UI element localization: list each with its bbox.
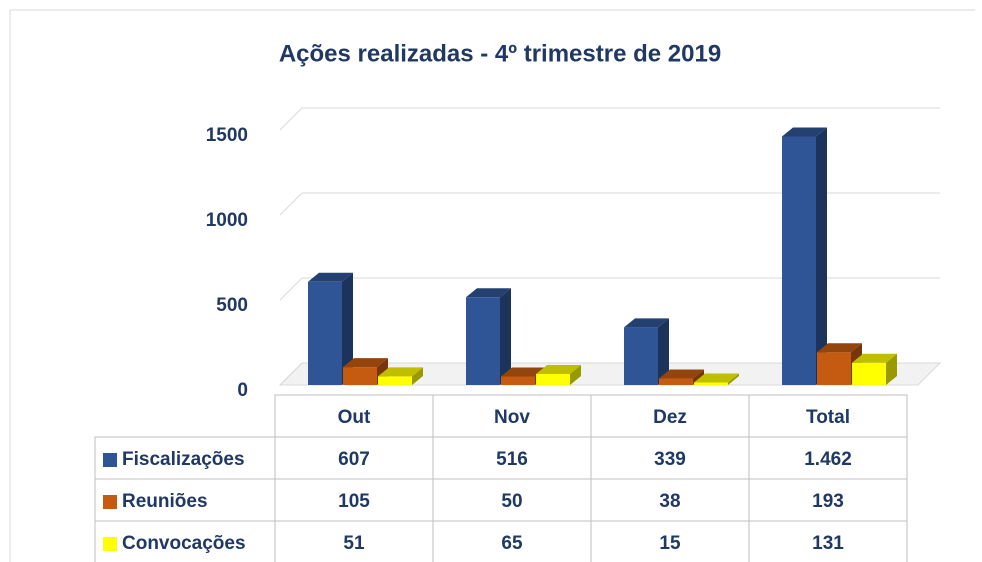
bar — [308, 272, 353, 385]
bar-front — [817, 352, 851, 385]
x-tick-label: Total — [806, 407, 850, 428]
bar — [378, 367, 423, 385]
legend-label: Convocações — [122, 533, 246, 554]
bar-front — [694, 382, 728, 385]
legend-label: Reuniões — [122, 491, 208, 512]
bar-front — [624, 327, 658, 385]
bar-top — [659, 369, 704, 379]
bar-top — [852, 353, 897, 363]
grid-line — [279, 107, 940, 131]
bar — [536, 364, 581, 385]
legend-swatch — [103, 537, 117, 551]
grid-line — [279, 277, 940, 301]
table-cell: 339 — [654, 449, 686, 470]
bar-front — [659, 378, 693, 385]
bar-side — [412, 367, 423, 385]
bar — [343, 358, 388, 385]
bar-top — [308, 272, 353, 282]
table-cell: 65 — [501, 533, 523, 554]
grid-line — [279, 362, 940, 386]
table-cell: 1.462 — [804, 449, 852, 470]
table-cell: 131 — [812, 533, 844, 554]
chart-title: Ações realizadas - 4º trimestre de 2019 — [279, 40, 721, 67]
table-cell: 193 — [812, 491, 844, 512]
table-cell: 15 — [659, 533, 681, 554]
x-tick-label: Nov — [494, 407, 530, 428]
bar-front — [308, 281, 342, 385]
y-tick-label: 1000 — [206, 210, 248, 231]
bar-top — [378, 367, 423, 377]
bar-front — [536, 373, 570, 385]
bar-top — [817, 343, 862, 353]
bar — [466, 288, 511, 385]
legend-swatch — [103, 495, 117, 509]
bar-top — [501, 367, 546, 377]
bar-top — [466, 288, 511, 298]
bar — [624, 318, 669, 385]
bar-side — [728, 373, 739, 385]
bar-front — [466, 297, 500, 385]
x-tick-label: Out — [338, 407, 371, 428]
grid-line — [279, 192, 940, 216]
y-tick-label: 1500 — [206, 125, 248, 146]
bar — [782, 127, 827, 386]
bar-front — [852, 362, 886, 385]
bar-top — [343, 358, 388, 368]
bar-side — [816, 127, 827, 386]
bar-side — [886, 353, 897, 385]
y-tick-label: 500 — [216, 295, 248, 316]
x-tick-label: Dez — [653, 407, 687, 428]
bar — [852, 353, 897, 385]
table-cell: 607 — [338, 449, 370, 470]
legend-label: Fiscalizações — [122, 449, 245, 470]
bar-side — [500, 288, 511, 385]
bar-top — [694, 373, 739, 383]
table-cell: 51 — [343, 533, 365, 554]
bar-top — [624, 318, 669, 328]
bar-front — [782, 136, 816, 385]
table-cell: 50 — [501, 491, 522, 512]
table-cell: 516 — [496, 449, 528, 470]
legend-swatch — [103, 453, 117, 467]
y-tick-label: 0 — [237, 380, 248, 401]
bar-side — [342, 272, 353, 385]
bar-front — [501, 376, 535, 385]
bar-top — [536, 364, 581, 374]
bar-top — [782, 127, 827, 137]
table-cell: 38 — [659, 491, 680, 512]
bar-side — [658, 318, 669, 385]
bar-side — [570, 364, 581, 385]
table-cell: 105 — [338, 491, 370, 512]
bar-front — [343, 367, 377, 385]
bar — [694, 373, 739, 385]
bar-front — [378, 376, 412, 385]
